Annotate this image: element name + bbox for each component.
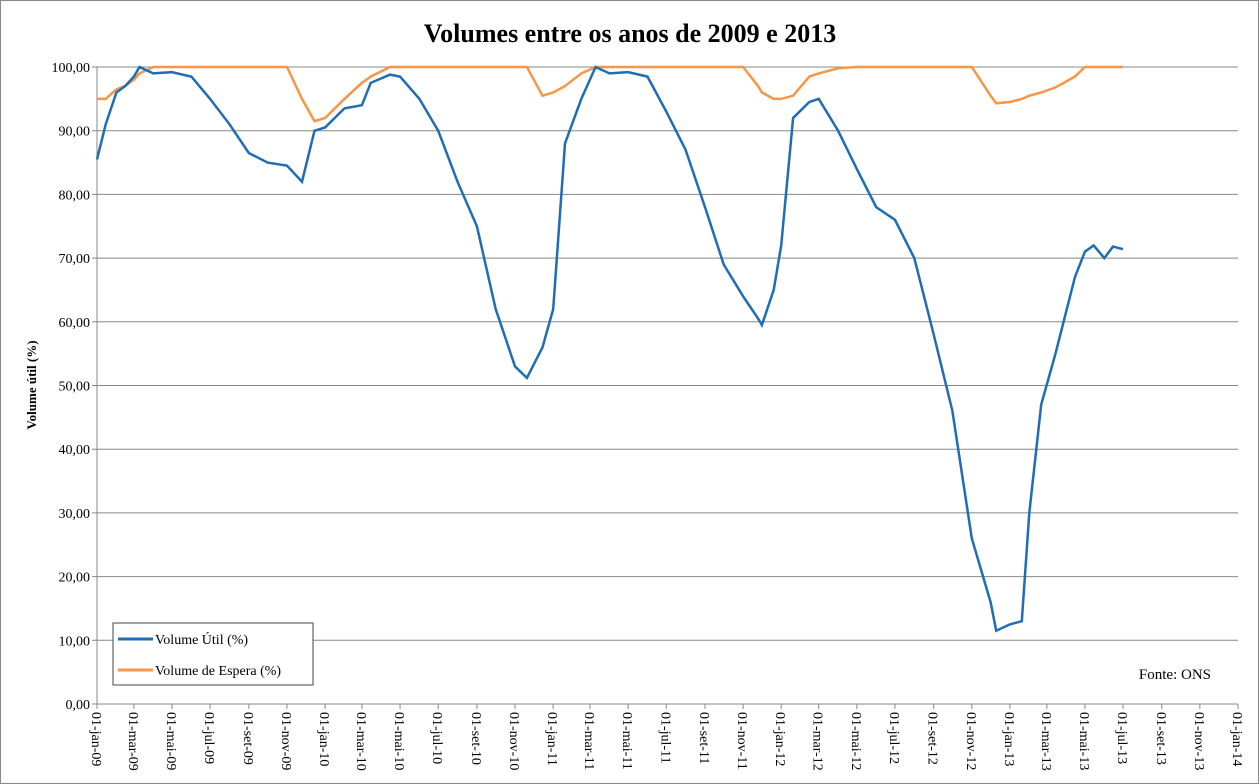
x-tick-label: 01-set-09 xyxy=(240,712,255,765)
chart-title: Volumes entre os anos de 2009 e 2013 xyxy=(424,19,836,48)
legend: Volume Útil (%) Volume de Espera (%) xyxy=(112,622,314,686)
legend-label: Volume Útil (%) xyxy=(155,631,248,648)
y-tick-label: 20,00 xyxy=(59,571,91,586)
x-tick-label: 01-mar-11 xyxy=(581,712,596,770)
y-tick-label: 10,00 xyxy=(59,634,91,649)
x-tick-label: 01-jul-09 xyxy=(201,712,216,764)
series-line xyxy=(95,65,1124,633)
x-tick-label: 01-mai-11 xyxy=(619,712,634,770)
x-tick-label: 01-jan-09 xyxy=(88,712,103,766)
x-tick-label: 01-jul-13 xyxy=(1114,712,1129,764)
x-tick-label: 01-mai-13 xyxy=(1076,712,1091,770)
legend-label: Volume de Espera (%) xyxy=(155,664,281,679)
y-axis-label: Volume útil (%) xyxy=(24,340,39,429)
y-tick-label: 40,00 xyxy=(59,443,91,458)
series-line xyxy=(97,65,1123,123)
x-tick-label: 01-nov-11 xyxy=(734,712,749,770)
annotation: Fonte: ONS xyxy=(1139,667,1211,683)
x-tick-label: 01-nov-13 xyxy=(1191,712,1206,770)
x-tick-label: 01-mai-10 xyxy=(391,712,406,770)
x-tick-label: 01-jul-10 xyxy=(429,712,444,764)
x-tick-label: 01-nov-12 xyxy=(963,712,978,770)
x-tick-label: 01-mai-12 xyxy=(848,712,863,770)
x-tick-label: 01-mai-09 xyxy=(163,712,178,770)
y-tick-label: 0,00 xyxy=(66,698,91,713)
x-tick-label: 01-set-12 xyxy=(925,712,940,765)
x-tick-label: 01-set-13 xyxy=(1153,712,1168,765)
y-tick-label: 100,00 xyxy=(52,61,91,76)
x-tick-label: 01-nov-10 xyxy=(506,712,521,770)
x-tick-label: 01-mar-10 xyxy=(353,712,368,771)
x-tick-label: 01-nov-09 xyxy=(278,712,293,770)
y-tick-label: 50,00 xyxy=(59,380,91,395)
x-tick-label: 01-jan-14 xyxy=(1229,712,1244,766)
y-tick-label: 30,00 xyxy=(59,507,91,522)
x-tick-label: 01-jan-10 xyxy=(316,712,331,766)
y-tick-label: 60,00 xyxy=(59,316,91,331)
x-tick-label: 01-mar-09 xyxy=(125,712,140,771)
y-tick-label: 70,00 xyxy=(59,252,91,267)
x-tick-label: 01-mar-13 xyxy=(1038,712,1053,771)
y-tick-label: 90,00 xyxy=(59,125,91,140)
x-tick-label: 01-jul-11 xyxy=(657,712,672,764)
x-tick-label: 01-mar-12 xyxy=(810,712,825,771)
x-tick-label: 01-set-11 xyxy=(696,712,711,764)
x-tick-label: 01-jan-11 xyxy=(544,712,559,766)
x-tick-label: 01-set-10 xyxy=(468,712,483,765)
y-tick-label: 80,00 xyxy=(59,188,91,203)
x-tick-label: 01-jul-12 xyxy=(886,712,901,764)
legend-box xyxy=(112,622,314,686)
x-tick-label: 01-jan-12 xyxy=(772,712,787,766)
x-tick-label: 01-jan-13 xyxy=(1001,712,1016,766)
